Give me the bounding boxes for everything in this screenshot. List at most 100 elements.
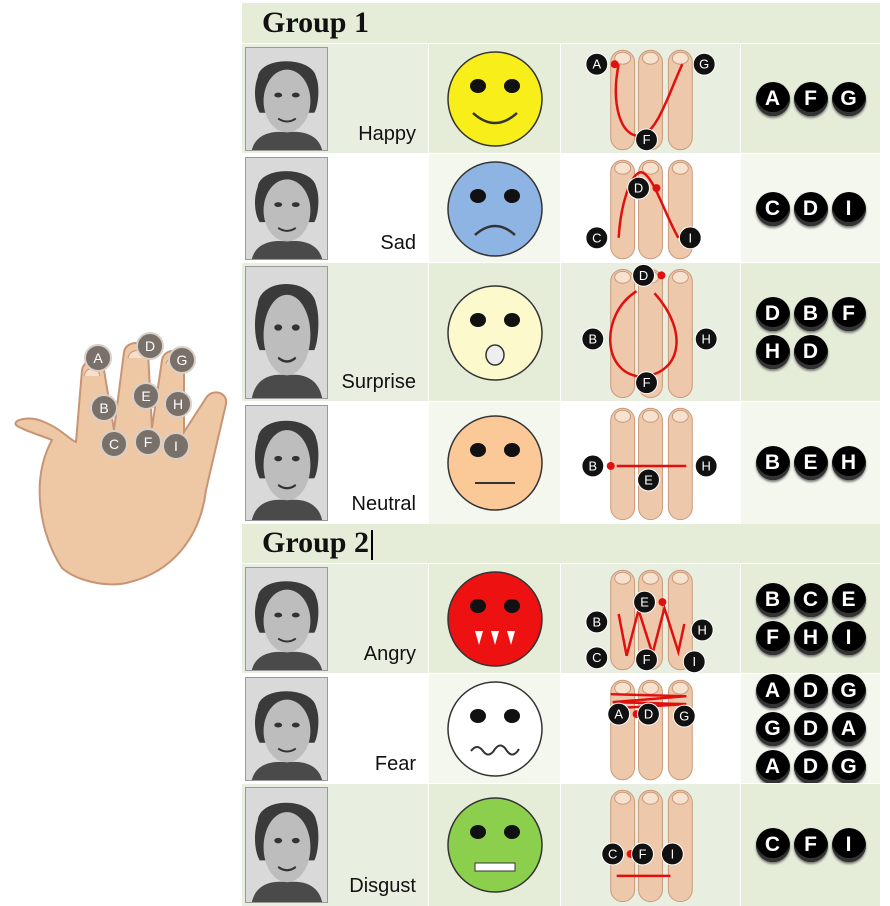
code-key-f: F bbox=[755, 621, 790, 655]
code-key-a: A bbox=[755, 82, 790, 116]
emoticon-cell bbox=[429, 784, 561, 906]
code-key-e: E bbox=[831, 583, 866, 617]
hand-point-g: G bbox=[168, 346, 196, 374]
gesture-point-label: F bbox=[643, 132, 651, 147]
gesture-point-b: B bbox=[581, 327, 605, 351]
fear-face-icon bbox=[446, 681, 543, 777]
code-key-d: D bbox=[793, 191, 828, 226]
emoticon-cell bbox=[429, 564, 561, 674]
gesture-point-c: C bbox=[585, 226, 609, 250]
gesture-point-a: A bbox=[585, 52, 609, 76]
gesture-cell: D B H F bbox=[561, 263, 741, 402]
code-key-h: H bbox=[793, 621, 828, 655]
gesture-point-label: G bbox=[679, 709, 689, 724]
code-key-g: G bbox=[831, 750, 866, 784]
code-key-i: I bbox=[831, 191, 866, 226]
gesture-point-e: E bbox=[637, 468, 660, 492]
code-key-g: G bbox=[831, 82, 866, 116]
emotion-row-angry: Angry E B H C F I B C E F H I bbox=[242, 563, 880, 674]
gesture-point-c: C bbox=[585, 646, 609, 670]
hand-point-h: H bbox=[164, 390, 192, 418]
gesture-point-label: D bbox=[644, 707, 653, 722]
gesture-point-label: B bbox=[589, 331, 598, 346]
emotion-label: Angry bbox=[363, 643, 416, 665]
gesture-point-i: I bbox=[678, 226, 702, 250]
finger-gesture-diagram: A G F bbox=[585, 49, 716, 152]
hand-point-label: F bbox=[144, 434, 153, 450]
hand-point-c: C bbox=[100, 430, 128, 458]
code-key-a: A bbox=[755, 750, 790, 784]
code-key-d: D bbox=[755, 296, 790, 331]
gesture-point-d: D bbox=[627, 176, 651, 200]
code-key-g: G bbox=[755, 712, 790, 746]
gesture-point-label: C bbox=[592, 650, 601, 665]
emoticon-cell bbox=[429, 263, 561, 402]
hand-point-label: B bbox=[99, 400, 108, 416]
code-key-f: F bbox=[793, 828, 828, 862]
gesture-point-g: G bbox=[672, 704, 696, 728]
gesture-point-label: B bbox=[589, 458, 598, 473]
frown-face-icon bbox=[446, 160, 543, 257]
code-key-b: B bbox=[793, 296, 828, 331]
hand-point-i: I bbox=[162, 432, 190, 460]
gesture-point-i: I bbox=[682, 650, 706, 674]
photo-cell: Fear bbox=[242, 674, 429, 784]
gesture-point-label: I bbox=[671, 846, 675, 861]
code-key-g: G bbox=[831, 674, 866, 708]
gesture-point-f: F bbox=[635, 648, 658, 672]
hand-point-label: G bbox=[177, 352, 188, 368]
face-photo bbox=[245, 567, 328, 671]
finger-gesture-diagram: E B H C F I bbox=[585, 569, 714, 674]
gesture-point-label: I bbox=[692, 654, 696, 669]
gesture-point-d: D bbox=[637, 702, 660, 726]
emotion-row-disgust: Disgust C F I C F I bbox=[242, 783, 880, 906]
photo-cell: Sad bbox=[242, 154, 429, 263]
gesture-cell: D C I bbox=[561, 154, 741, 263]
hand-point-a: A bbox=[84, 344, 112, 372]
neutral-face-icon bbox=[446, 415, 543, 511]
gesture-point-b: B bbox=[581, 454, 605, 478]
emotion-label: Happy bbox=[358, 123, 416, 145]
gesture-point-label: H bbox=[702, 458, 711, 473]
hand-point-f: F bbox=[134, 428, 162, 456]
gesture-point-h: H bbox=[694, 327, 718, 351]
open-mouth-face-icon bbox=[446, 284, 543, 381]
group-1-header: Group 1 bbox=[242, 3, 880, 43]
code-key-e: E bbox=[793, 446, 828, 480]
gesture-point-f: F bbox=[635, 371, 658, 395]
emotion-label: Neutral bbox=[351, 493, 416, 515]
gesture-point-label: H bbox=[698, 622, 707, 637]
gesture-point-f: F bbox=[635, 128, 658, 152]
code-key-a: A bbox=[831, 712, 866, 746]
emotion-label: Fear bbox=[374, 753, 416, 775]
code-key-c: C bbox=[755, 191, 790, 226]
finger-gesture-diagram: D C I bbox=[585, 159, 702, 260]
code-key-c: C bbox=[793, 583, 828, 617]
hand-diagram: A B C D E F G H I bbox=[14, 332, 228, 586]
finger-gesture-diagram: BEH bbox=[581, 407, 718, 521]
hand-point-label: H bbox=[173, 396, 183, 412]
emotion-label: Disgust bbox=[349, 875, 416, 897]
smile-face-icon bbox=[446, 51, 543, 147]
emotion-row-neutral: Neutral B E H B E H bbox=[242, 401, 880, 524]
face-photo bbox=[245, 47, 328, 151]
photo-cell: Surprise bbox=[242, 263, 429, 402]
code-key-c: C bbox=[755, 828, 790, 862]
face-photo bbox=[245, 266, 328, 399]
gesture-point-label: A bbox=[614, 707, 623, 722]
gesture-point-a: A bbox=[607, 702, 631, 726]
gesture-point-f: F bbox=[631, 842, 654, 866]
code-key-h: H bbox=[755, 334, 790, 369]
gesture-point-g: G bbox=[692, 52, 716, 76]
code-key-d: D bbox=[793, 712, 828, 746]
hand-point-b: B bbox=[90, 394, 118, 422]
gesture-point-label: D bbox=[634, 181, 643, 196]
angry-fangs-face-icon bbox=[446, 571, 543, 667]
